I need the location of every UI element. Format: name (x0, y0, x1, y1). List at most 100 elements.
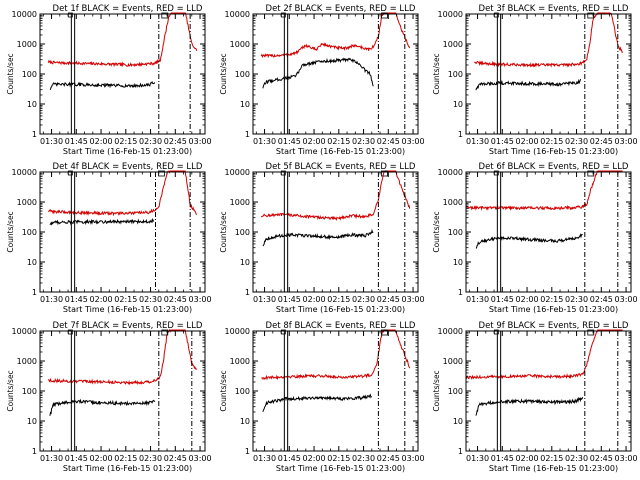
x-tick-label: 02:30 (139, 454, 162, 463)
y-tick-label: 10 (240, 258, 250, 267)
x-axis-label: Start Time (16-Feb-15 01:23:00) (276, 464, 405, 473)
x-tick-label: 02:15 (327, 295, 350, 304)
panel-title: Det 8f BLACK = Events, RED = LLD (266, 321, 416, 331)
x-tick-label: 02:00 (90, 295, 113, 304)
y-tick-label: 10 (453, 258, 463, 267)
y-tick-label: 10000 (438, 10, 463, 19)
y-tick-label: 100 (448, 228, 463, 237)
y-tick-label: 1 (32, 288, 37, 297)
y-tick-label: 1 (458, 288, 463, 297)
x-tick-label: 01:30 (466, 454, 489, 463)
x-tick-label: 02:45 (590, 137, 613, 146)
y-tick-label: 1 (458, 130, 463, 139)
plot-frame (39, 171, 206, 293)
x-tick-label: 01:30 (253, 137, 276, 146)
y-axis-label: Counts/sec (219, 53, 228, 94)
marker-flag (161, 12, 169, 19)
y-tick-label: 10 (27, 100, 37, 109)
x-tick-label: 01:45 (491, 295, 514, 304)
x-tick-label: 03:00 (402, 295, 425, 304)
y-tick-label: 10000 (225, 327, 250, 336)
x-tick-label: 02:30 (352, 295, 375, 304)
marker-flag (161, 329, 169, 336)
x-tick-label: 02:30 (352, 137, 375, 146)
x-tick-label: 01:45 (65, 295, 88, 304)
detector-panel-6: Det 6f BLACK = Events, RED = LLD Counts/s… (432, 162, 638, 314)
x-axis-label: Start Time (16-Feb-15 01:23:00) (276, 305, 405, 314)
x-tick-label: 02:15 (540, 295, 563, 304)
y-axis-label: Counts/sec (432, 211, 441, 252)
y-tick-label: 1 (32, 130, 37, 139)
x-tick-label: 02:00 (303, 137, 326, 146)
plot-frame (252, 13, 419, 135)
plot-frame (465, 13, 632, 135)
x-tick-label: 01:30 (40, 137, 63, 146)
x-tick-label: 02:45 (377, 454, 400, 463)
y-tick-label: 1000 (17, 198, 37, 207)
detector-panel-7: Det 7f BLACK = Events, RED = LLD Counts/s… (6, 321, 212, 473)
y-tick-label: 10000 (225, 168, 250, 177)
x-tick-label: 01:30 (40, 454, 63, 463)
y-tick-label: 100 (22, 228, 37, 237)
x-axis-label: Start Time (16-Feb-15 01:23:00) (276, 147, 405, 156)
x-tick-label: 03:00 (615, 137, 638, 146)
y-tick-label: 10000 (12, 327, 37, 336)
x-tick-label: 01:45 (491, 137, 514, 146)
x-tick-label: 02:15 (327, 137, 350, 146)
x-tick-label: 02:00 (90, 454, 113, 463)
lld-series-line (465, 329, 623, 381)
panel-title: Det 4f BLACK = Events, RED = LLD (53, 162, 203, 172)
x-tick-label: 02:30 (139, 295, 162, 304)
panel-title: Det 6f BLACK = Events, RED = LLD (479, 162, 629, 172)
panel-title: Det 9f BLACK = Events, RED = LLD (479, 321, 629, 331)
marker-flag (587, 12, 595, 19)
plot-frame (465, 330, 632, 452)
plot-frame (465, 171, 632, 293)
x-tick-label: 01:45 (278, 454, 301, 463)
x-tick-label: 03:00 (615, 454, 638, 463)
y-tick-label: 1000 (17, 40, 37, 49)
y-tick-label: 100 (235, 70, 250, 79)
y-tick-label: 1 (245, 130, 250, 139)
x-tick-label: 01:45 (278, 137, 301, 146)
y-tick-label: 1 (458, 447, 463, 456)
y-tick-label: 1 (245, 288, 250, 297)
x-tick-label: 02:15 (540, 454, 563, 463)
x-tick-label: 02:30 (565, 137, 588, 146)
y-tick-label: 10000 (438, 327, 463, 336)
marker-flag (380, 170, 388, 177)
detector-panel-5: Det 5f BLACK = Events, RED = LLD Counts/s… (219, 162, 425, 314)
y-tick-label: 100 (235, 228, 250, 237)
events-series-line (262, 228, 374, 247)
lld-series-line (261, 329, 411, 381)
y-tick-label: 10 (240, 417, 250, 426)
detector-panel-3: Det 3f BLACK = Events, RED = LLD Counts/s… (432, 4, 638, 156)
lld-series-line (47, 12, 198, 68)
x-axis-label: Start Time (16-Feb-15 01:23:00) (489, 147, 618, 156)
y-tick-label: 1000 (230, 357, 250, 366)
events-series-line (475, 396, 584, 416)
y-tick-label: 10 (27, 258, 37, 267)
marker-flag (587, 329, 595, 336)
x-tick-label: 01:30 (40, 295, 63, 304)
detector-panel-1: Det 1f BLACK = Events, RED = LLD Counts/s… (6, 4, 212, 156)
detector-panel-9: Det 9f BLACK = Events, RED = LLD Counts/s… (432, 321, 638, 473)
x-tick-label: 01:30 (253, 454, 276, 463)
y-tick-label: 10 (453, 100, 463, 109)
x-tick-label: 02:45 (164, 137, 187, 146)
x-tick-label: 02:15 (114, 137, 137, 146)
y-tick-label: 1000 (443, 198, 463, 207)
events-series-line (49, 217, 155, 226)
events-series-line (262, 393, 372, 413)
y-tick-label: 10 (240, 100, 250, 109)
detector-panel-4: Det 4f BLACK = Events, RED = LLD Counts/s… (6, 162, 212, 314)
x-tick-label: 03:00 (189, 295, 212, 304)
y-tick-label: 100 (22, 387, 37, 396)
events-series-line (49, 398, 156, 416)
y-tick-label: 1000 (443, 40, 463, 49)
panel-title: Det 3f BLACK = Events, RED = LLD (479, 4, 629, 14)
lld-series-line (260, 11, 411, 59)
y-tick-label: 1000 (443, 357, 463, 366)
lld-series-line (48, 170, 198, 217)
